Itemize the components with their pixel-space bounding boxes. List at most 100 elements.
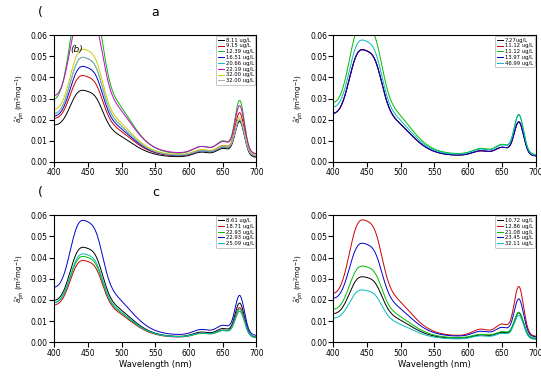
10.72 ug/L	[451, 336, 457, 340]
22.93 ug/L	[249, 331, 255, 336]
11.12 ug/L	[359, 22, 366, 26]
32.00 ug/L	[217, 145, 223, 150]
Line: 13.97 ug/L: 13.97 ug/L	[333, 50, 536, 156]
23.45 ug/L	[451, 334, 457, 338]
23.45 ug/L	[496, 326, 503, 330]
7.27ug/L	[426, 147, 433, 152]
Y-axis label: $\hat{a}^{*}_{ph}$ (m$^2$mg$^{-1}$): $\hat{a}^{*}_{ph}$ (m$^2$mg$^{-1}$)	[293, 254, 307, 303]
32.00 ug/L	[149, 147, 155, 152]
12.39 ug/L	[51, 97, 57, 102]
8.61 ug/L	[51, 298, 57, 303]
16.51 ug/L	[80, 64, 86, 69]
12.39 ug/L	[161, 149, 167, 154]
18.71 ug/L	[249, 334, 255, 339]
22.93 ug/L	[249, 334, 255, 339]
18.71 ug/L	[161, 334, 167, 338]
Line: 25.09 ug/L: 25.09 ug/L	[54, 254, 256, 337]
21.08 ug/L	[428, 332, 434, 336]
46.99 ug/L	[451, 152, 457, 156]
16.51 ug/L	[147, 148, 154, 153]
9.15 ug/L	[171, 153, 178, 158]
32.00 ug/L	[253, 153, 260, 158]
23.45 ug/L	[440, 333, 446, 337]
Line: 12.86 ug/L: 12.86 ug/L	[333, 220, 536, 336]
46.99 ug/L	[359, 38, 365, 42]
22.19 ug/L	[80, 7, 87, 12]
8.61 ug/L	[161, 333, 167, 338]
13.97 ug/L	[330, 111, 337, 116]
22.93 ug/L	[80, 254, 86, 259]
32.00 ug/L	[80, 55, 86, 60]
25.09 ug/L	[147, 330, 154, 335]
20.66 ug/L	[161, 151, 167, 156]
32.11 ug/L	[428, 334, 434, 339]
8.61 ug/L	[249, 333, 255, 338]
Line: 9.15 ug/L: 9.15 ug/L	[54, 75, 256, 156]
21.08 ug/L	[330, 307, 337, 312]
22.93 ug/L	[171, 334, 178, 339]
X-axis label: Wavelength (nm): Wavelength (nm)	[119, 360, 192, 369]
21.08 ug/L	[496, 329, 503, 334]
18.71 ug/L	[149, 331, 155, 336]
22.93 ug/L	[147, 326, 154, 331]
22.93 ug/L	[161, 333, 167, 338]
21.08 ug/L	[359, 264, 366, 268]
21.08 ug/L	[532, 336, 539, 340]
16.51 ug/L	[217, 145, 223, 150]
46.99 ug/L	[532, 152, 539, 157]
32.00 ug/L	[171, 152, 178, 157]
7.27ug/L	[359, 47, 366, 52]
46.99 ug/L	[496, 143, 503, 148]
9.15 ug/L	[51, 116, 57, 121]
7.27ug/L	[330, 111, 337, 116]
11.12 ug/L	[330, 100, 337, 105]
20.66 ug/L	[253, 154, 260, 158]
8.61 ug/L	[253, 335, 260, 339]
32.00 ug/L	[217, 144, 223, 149]
Text: a: a	[151, 5, 159, 19]
8.61 ug/L	[149, 329, 155, 334]
Y-axis label: $\hat{a}^{*}_{ph}$ (m$^2$mg$^{-1}$): $\hat{a}^{*}_{ph}$ (m$^2$mg$^{-1}$)	[293, 74, 307, 123]
18.71 ug/L	[80, 258, 86, 263]
32.00 ug/L	[147, 147, 154, 152]
Line: 8.61 ug/L: 8.61 ug/L	[54, 247, 256, 337]
20.66 ug/L	[217, 145, 223, 150]
11.12 ug/L	[532, 154, 539, 158]
13.97 ug/L	[528, 152, 535, 157]
22.19 ug/L	[171, 150, 178, 155]
22.93 ug/L	[161, 331, 167, 335]
22.93 ug/L	[51, 285, 57, 289]
Line: 22.93 ug/L: 22.93 ug/L	[54, 220, 256, 335]
25.09 ug/L	[217, 328, 223, 333]
8.11 ug/L	[171, 154, 178, 159]
21.08 ug/L	[528, 335, 535, 340]
Line: 32.11 ug/L: 32.11 ug/L	[333, 290, 536, 339]
8.11 ug/L	[249, 154, 255, 158]
25.09 ug/L	[249, 334, 255, 338]
18.71 ug/L	[171, 335, 178, 339]
18.71 ug/L	[147, 330, 154, 335]
10.72 ug/L	[428, 333, 434, 338]
10.72 ug/L	[426, 333, 433, 337]
8.61 ug/L	[147, 329, 154, 334]
12.39 ug/L	[147, 143, 154, 147]
13.97 ug/L	[496, 145, 503, 150]
Legend: 10.72 ug/L, 12.86 ug/L, 21.08 ug/L, 23.45 ug/L, 32.11 ug/L: 10.72 ug/L, 12.86 ug/L, 21.08 ug/L, 23.4…	[496, 216, 535, 248]
11.12 ug/L	[440, 149, 446, 154]
22.93 ug/L	[149, 330, 155, 335]
23.45 ug/L	[330, 296, 337, 301]
7.27ug/L	[428, 148, 434, 152]
Line: 18.71 ug/L: 18.71 ug/L	[54, 261, 256, 338]
11.12 ug/L	[440, 151, 446, 156]
9.15 ug/L	[253, 154, 260, 159]
7.27ug/L	[440, 151, 446, 156]
X-axis label: Wavelength (nm): Wavelength (nm)	[398, 360, 471, 369]
13.97 ug/L	[428, 148, 434, 152]
32.11 ug/L	[330, 316, 337, 321]
Line: 10.72 ug/L: 10.72 ug/L	[333, 277, 536, 339]
Y-axis label: $\hat{a}^{*}_{ph}$ (m$^2$mg$^{-1}$): $\hat{a}^{*}_{ph}$ (m$^2$mg$^{-1}$)	[14, 74, 28, 123]
12.86 ug/L	[451, 333, 457, 338]
25.09 ug/L	[80, 252, 86, 256]
7.27ug/L	[528, 152, 535, 157]
Legend: 7.27ug/L, 11.12 ug/L, 11.12 ug/L, 13.97 ug/L, 46.99 ug/L: 7.27ug/L, 11.12 ug/L, 11.12 ug/L, 13.97 …	[496, 36, 535, 67]
